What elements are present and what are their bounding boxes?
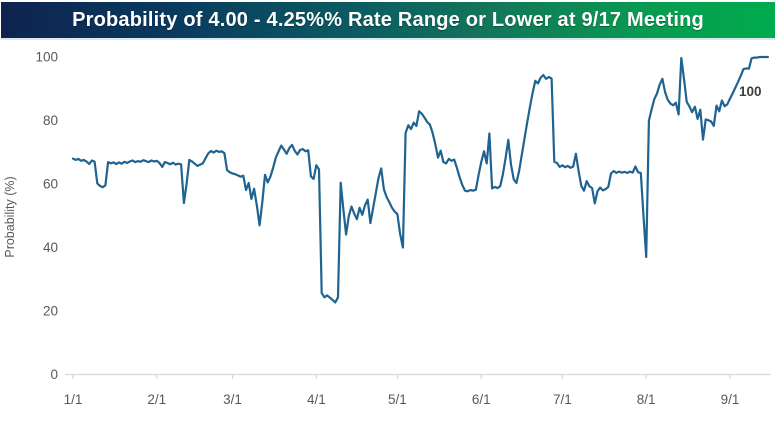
chart-title: Probability of 4.00 - 4.25%% Rate Range … xyxy=(72,8,704,31)
chart-title-bar: Probability of 4.00 - 4.25%% Rate Range … xyxy=(1,2,775,40)
probability-series-line xyxy=(71,55,770,304)
x-tick-label: 9/1 xyxy=(721,392,740,407)
x-tick-label: 5/1 xyxy=(388,392,407,407)
x-tick-label: 2/1 xyxy=(147,392,166,407)
x-tick-label: 1/1 xyxy=(64,392,83,407)
y-tick-label: 0 xyxy=(50,367,58,382)
x-tick-label: 7/1 xyxy=(553,392,572,407)
x-tick-label: 8/1 xyxy=(637,392,656,407)
y-tick-label: 40 xyxy=(43,240,58,255)
y-tick-label: 60 xyxy=(43,177,58,192)
x-tick-label: 4/1 xyxy=(307,392,326,407)
x-tick-label: 3/1 xyxy=(223,392,242,407)
y-tick-label: 80 xyxy=(43,113,58,128)
y-tick-label: 20 xyxy=(43,304,58,319)
x-tick-label: 6/1 xyxy=(472,392,491,407)
y-tick-label: 100 xyxy=(35,50,58,65)
y-axis-title: Probability (%) xyxy=(3,176,17,257)
last-value-label: 100 xyxy=(739,84,762,99)
